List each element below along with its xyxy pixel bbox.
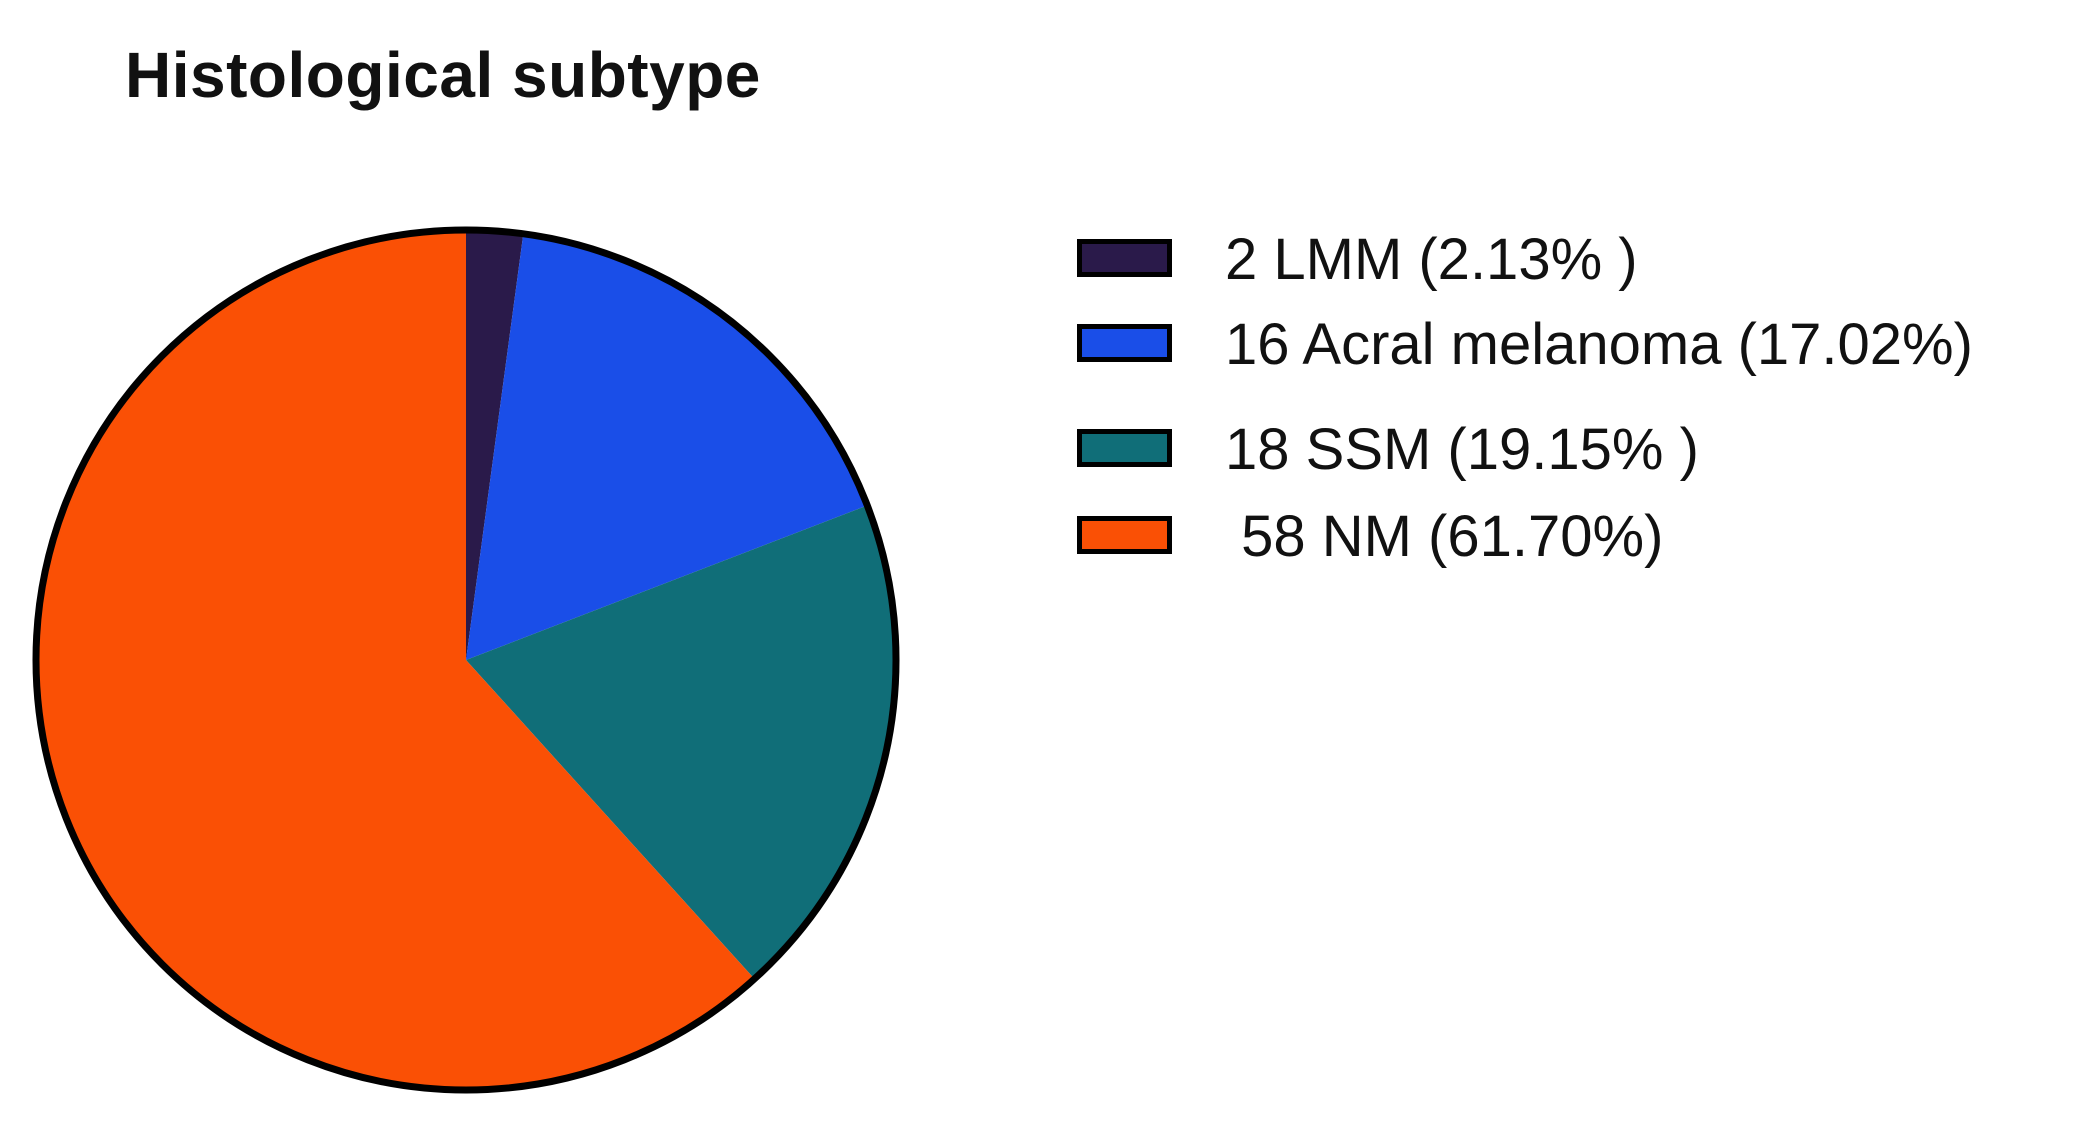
- legend-swatch-acral-melanoma: [1077, 324, 1172, 362]
- pie-slice-nm: [35, 230, 755, 1091]
- pie-slice-acral-melanoma: [466, 233, 868, 661]
- pie-slices: [35, 230, 897, 1091]
- pie-slice-lmm: [466, 230, 524, 660]
- legend-label-ssm: 18 SSM (19.15% ): [1225, 417, 1699, 482]
- legend-label-acral-melanoma: 16 Acral melanoma (17.02%): [1225, 312, 1973, 377]
- chart-title: Histological subtype: [125, 39, 761, 111]
- pie-outline: [32, 226, 900, 1094]
- legend-label-nm: 58 NM (61.70%): [1225, 504, 1664, 569]
- pie-slice-ssm: [466, 505, 897, 979]
- legend-swatch-nm: [1077, 516, 1172, 554]
- legend-swatch-ssm: [1077, 429, 1172, 467]
- legend-label-lmm: 2 LMM (2.13% ): [1225, 227, 1638, 292]
- legend-swatch-lmm: [1077, 239, 1172, 277]
